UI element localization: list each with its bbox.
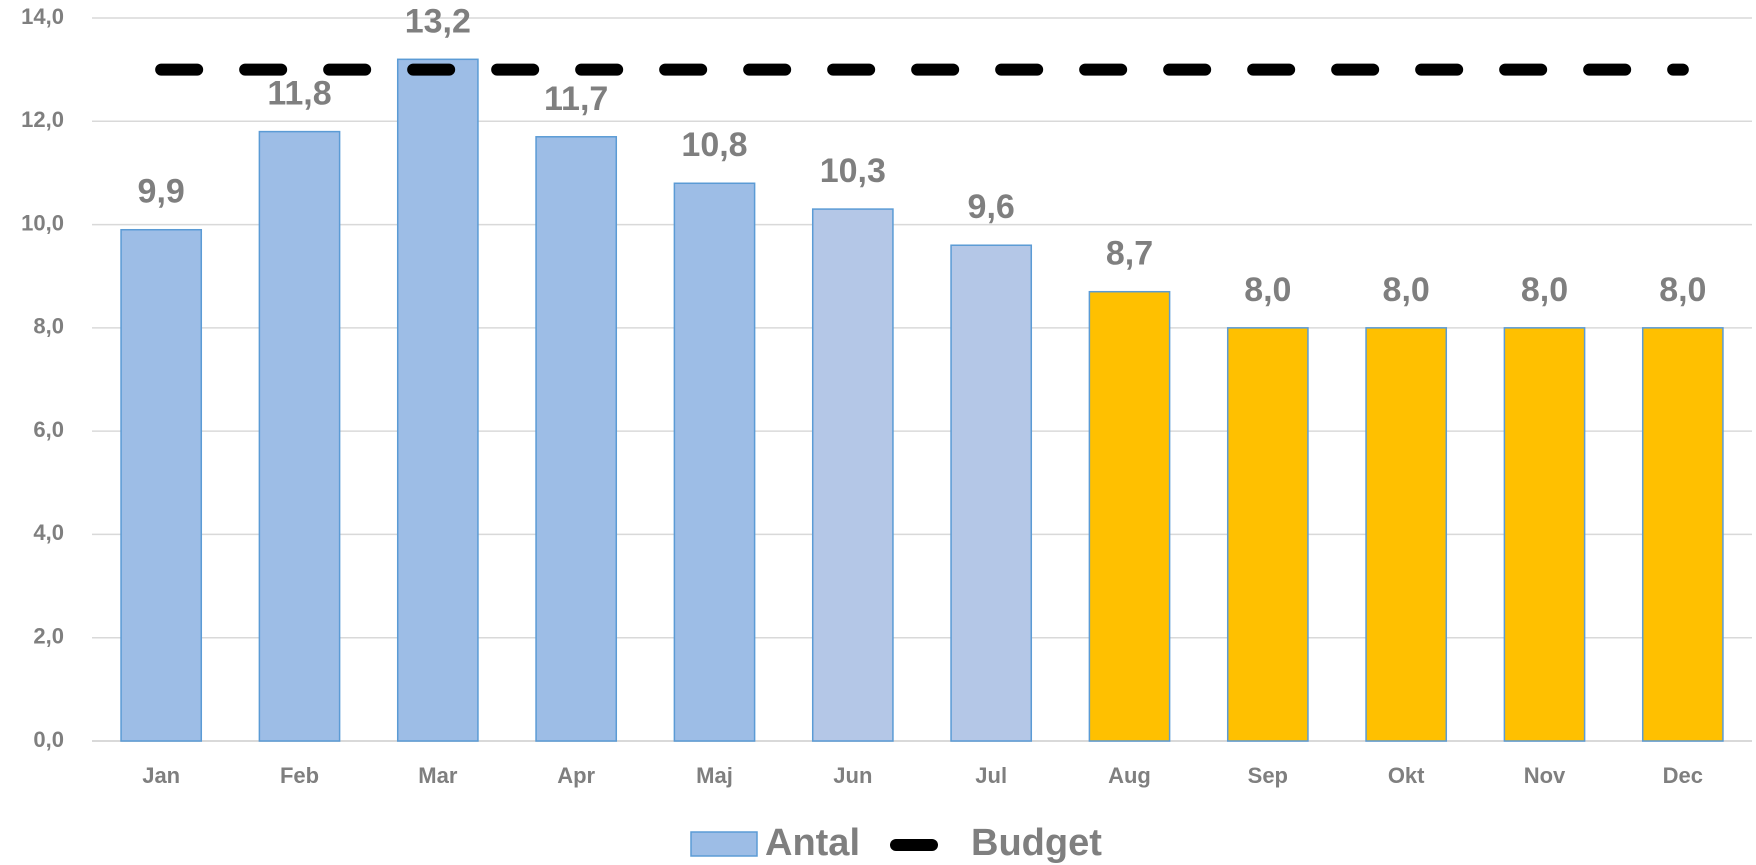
- bar: [811, 208, 894, 742]
- x-tick-label: Apr: [557, 763, 595, 788]
- x-tick-label: Maj: [696, 763, 733, 788]
- y-tick-label: 14,0: [21, 4, 64, 29]
- bar: [258, 130, 341, 742]
- data-label: 10,3: [820, 152, 886, 190]
- legend-swatch: [690, 831, 758, 857]
- y-tick-label: 8,0: [33, 314, 64, 339]
- data-label: 8,0: [1659, 271, 1706, 309]
- x-tick-label: Feb: [280, 763, 319, 788]
- data-label: 13,2: [405, 2, 471, 40]
- data-label: 8,0: [1383, 271, 1430, 309]
- bar: [950, 244, 1033, 742]
- y-tick-label: 10,0: [21, 210, 64, 235]
- x-tick-label: Aug: [1108, 763, 1151, 788]
- x-tick-label: Sep: [1248, 763, 1288, 788]
- data-label: 11,7: [544, 80, 608, 118]
- bar: [396, 58, 479, 742]
- data-label: 8,0: [1521, 271, 1568, 309]
- x-tick-label: Dec: [1663, 763, 1703, 788]
- data-label: 8,7: [1106, 235, 1153, 273]
- bar: [1641, 327, 1724, 742]
- x-tick-label: Jan: [142, 763, 180, 788]
- data-label: 9,9: [138, 173, 185, 211]
- data-label: 10,8: [681, 126, 747, 164]
- legend-label: Antal: [765, 822, 860, 864]
- bar: [1365, 327, 1448, 742]
- data-label: 9,6: [968, 188, 1015, 226]
- bar: [1503, 327, 1586, 742]
- legend-label: Budget: [971, 822, 1102, 864]
- x-tick-label: Jun: [833, 763, 872, 788]
- x-tick-label: Jul: [975, 763, 1007, 788]
- y-tick-label: 6,0: [33, 417, 64, 442]
- x-tick-label: Okt: [1388, 763, 1425, 788]
- bar: [535, 136, 618, 742]
- bar: [120, 228, 203, 742]
- x-tick-label: Mar: [418, 763, 458, 788]
- data-label: 11,8: [267, 75, 331, 113]
- x-tick-label: Nov: [1524, 763, 1566, 788]
- bar: [673, 182, 756, 742]
- bar: [1088, 290, 1171, 742]
- y-tick-label: 2,0: [33, 624, 64, 649]
- y-tick-label: 4,0: [33, 520, 64, 545]
- data-label: 8,0: [1244, 271, 1291, 309]
- bar: [1226, 327, 1309, 742]
- y-tick-label: 12,0: [21, 107, 64, 132]
- y-tick-label: 0,0: [33, 727, 64, 752]
